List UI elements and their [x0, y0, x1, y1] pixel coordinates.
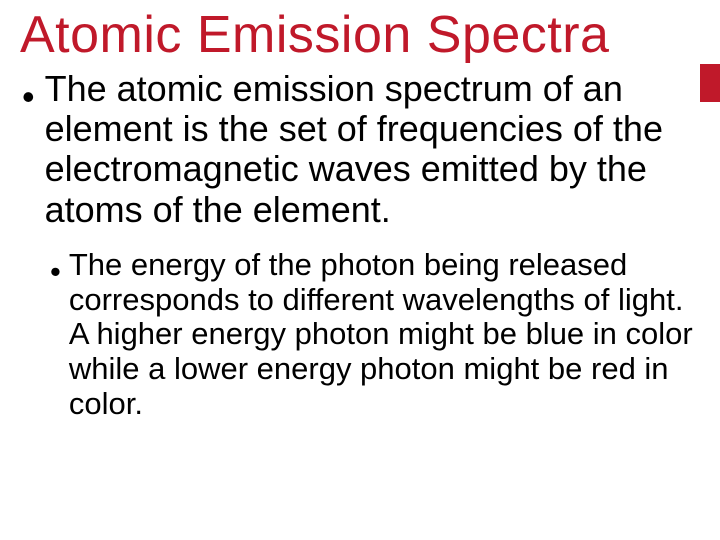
accent-sidebar	[700, 64, 720, 102]
slide-title: Atomic Emission Spectra	[20, 8, 700, 63]
bullet-level-1-text: The atomic emission spectrum of an eleme…	[45, 69, 700, 230]
bullet-level-1: • The atomic emission spectrum of an ele…	[20, 69, 700, 230]
bullet-level-2-text: The energy of the photon being released …	[69, 248, 700, 422]
bullet-dot-icon: •	[22, 69, 35, 115]
bullet-level-2: • The energy of the photon being release…	[48, 248, 700, 422]
bullet-dot-icon: •	[50, 248, 61, 287]
